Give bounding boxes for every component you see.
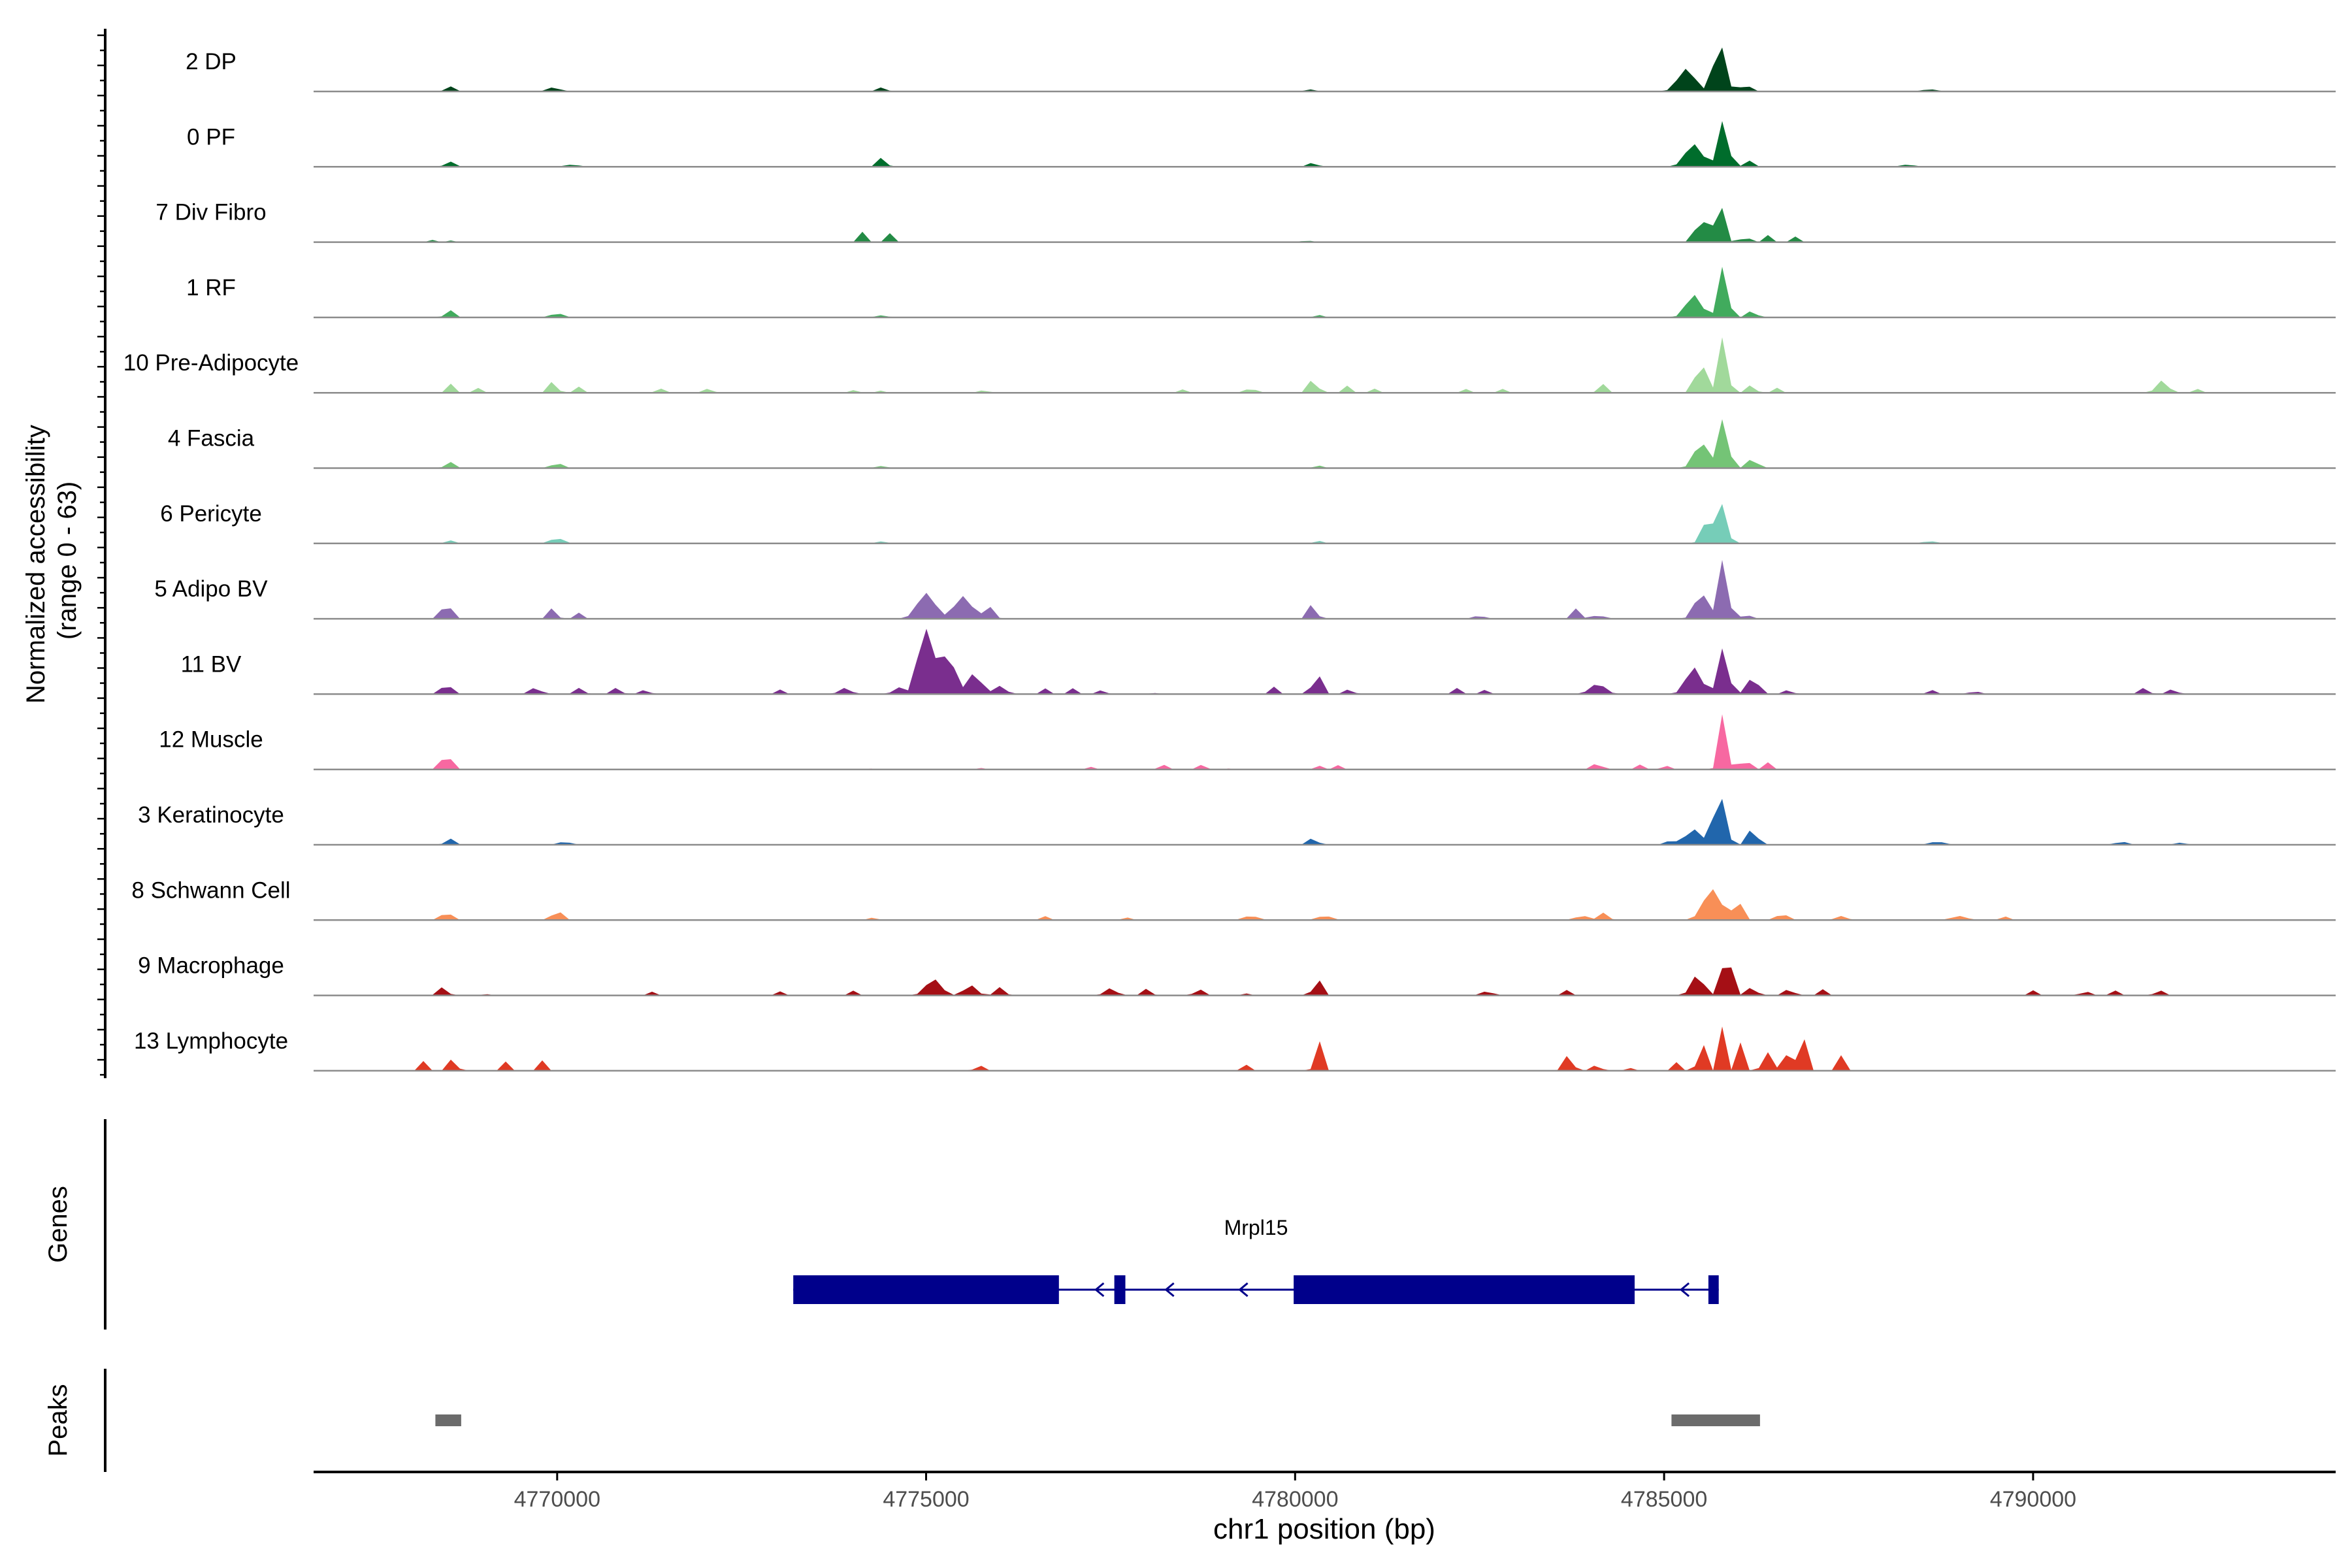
track-label: 9 Macrophage bbox=[138, 953, 284, 979]
track-13: 9 Macrophage bbox=[138, 953, 2336, 996]
x-axis-label: chr1 position (bp) bbox=[1213, 1513, 1435, 1545]
gene-annotations: Mrpl15 bbox=[793, 1216, 1719, 1304]
track-label: 10 Pre-Adipocyte bbox=[123, 350, 299, 376]
track-6: 4 Fascia bbox=[168, 419, 2336, 469]
gene-exon bbox=[1114, 1275, 1126, 1304]
track-label: 12 Muscle bbox=[159, 727, 263, 753]
y-axis bbox=[97, 29, 106, 1079]
gene-mrpl15: Mrpl15 bbox=[793, 1216, 1719, 1304]
track-9: 11 BV bbox=[181, 629, 2336, 695]
track-label: 4 Fascia bbox=[168, 426, 255, 451]
coverage-area bbox=[314, 1026, 2336, 1071]
coverage-tracks: 2 DP 0 PF 7 Div Fibro 1 RF 10 Pre-Adipocyte 4… bbox=[123, 47, 2336, 1072]
gene-strand-arrow bbox=[1238, 1282, 1249, 1298]
peak-region bbox=[435, 1414, 461, 1426]
genes-panel-label: Genes bbox=[44, 1186, 73, 1263]
track-label: 8 Schwann Cell bbox=[131, 877, 290, 903]
track-2: 0 PF bbox=[187, 121, 2336, 168]
peak-regions bbox=[435, 1414, 1760, 1426]
track-label: 13 Lymphocyte bbox=[134, 1028, 288, 1054]
track-14: 13 Lymphocyte bbox=[134, 1026, 2336, 1072]
peak-region bbox=[1671, 1414, 1760, 1426]
track-1: 2 DP bbox=[186, 47, 2336, 93]
track-3: 7 Div Fibro bbox=[155, 200, 2336, 243]
gene-name-label: Mrpl15 bbox=[1224, 1216, 1288, 1239]
track-label: 2 DP bbox=[186, 49, 237, 74]
track-label: 11 BV bbox=[181, 651, 242, 677]
x-axis-ticks: 4770000 4775000 4780000 4785000 4790000 bbox=[514, 1472, 2076, 1512]
track-4: 1 RF bbox=[186, 267, 2336, 319]
y-axis-label: Normalized accessibility (range 0 - 63) bbox=[22, 417, 82, 704]
track-11: 3 Keratinocyte bbox=[138, 798, 2336, 846]
x-tick-label: 4790000 bbox=[1990, 1487, 2076, 1512]
track-12: 8 Schwann Cell bbox=[131, 877, 2336, 921]
gene-strand-arrow bbox=[1164, 1282, 1175, 1298]
track-label: 0 PF bbox=[187, 124, 235, 150]
y-axis-label-line2: (range 0 - 63) bbox=[53, 482, 82, 640]
track-label: 7 Div Fibro bbox=[155, 200, 266, 225]
track-label: 5 Adipo BV bbox=[154, 576, 268, 602]
gene-exon bbox=[1708, 1275, 1719, 1304]
track-label: 6 Pericyte bbox=[160, 501, 262, 527]
track-label: 1 RF bbox=[186, 275, 236, 301]
gene-strand-arrow bbox=[1679, 1282, 1690, 1298]
gene-strand-arrow bbox=[1094, 1282, 1105, 1298]
coverage-area bbox=[314, 967, 2336, 996]
x-tick-label: 4775000 bbox=[883, 1487, 969, 1512]
track-8: 5 Adipo BV bbox=[154, 560, 2336, 620]
track-7: 6 Pericyte bbox=[160, 501, 2336, 545]
x-tick-label: 4780000 bbox=[1252, 1487, 1338, 1512]
y-axis-label-line1: Normalized accessibility bbox=[22, 425, 50, 704]
gene-exon bbox=[1294, 1275, 1635, 1304]
track-label: 3 Keratinocyte bbox=[138, 802, 284, 828]
track-5: 10 Pre-Adipocyte bbox=[123, 337, 2336, 394]
track-10: 12 Muscle bbox=[159, 714, 2336, 770]
x-tick-label: 4770000 bbox=[514, 1487, 600, 1512]
x-tick-label: 4785000 bbox=[1621, 1487, 1707, 1512]
gene-exon bbox=[793, 1275, 1059, 1304]
peaks-panel-label: Peaks bbox=[44, 1384, 73, 1456]
